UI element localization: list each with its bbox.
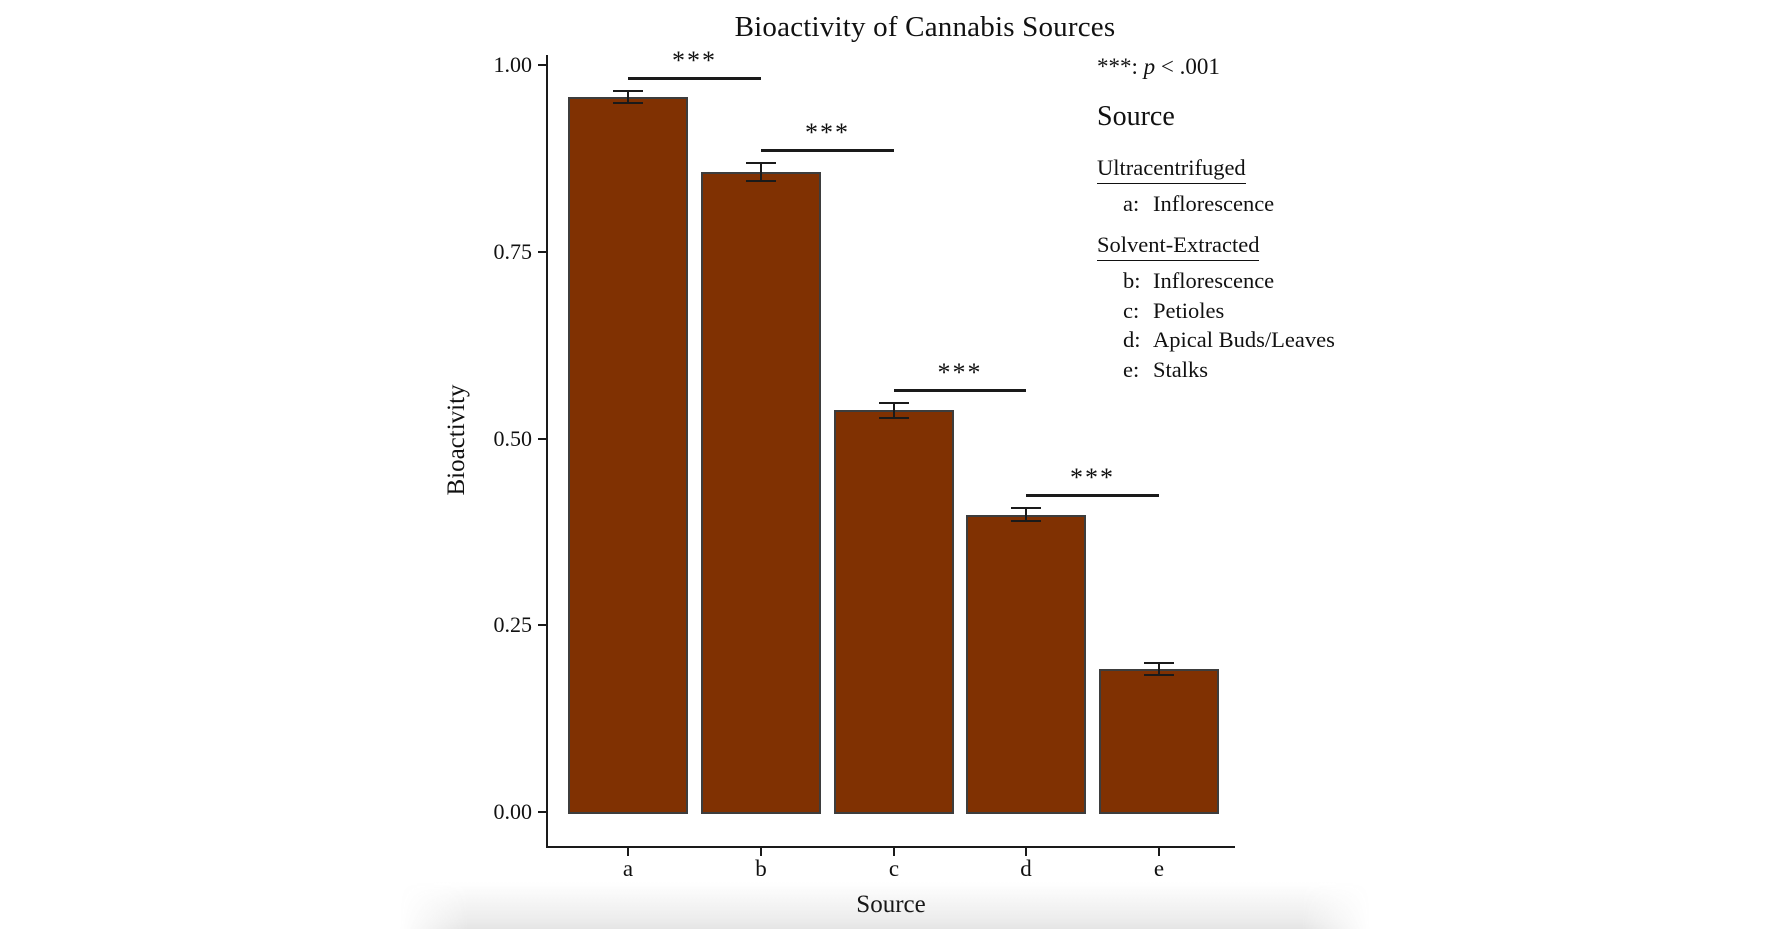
error-bar-cap-lower (1144, 673, 1174, 676)
legend-item-d-key: d: (1123, 327, 1141, 352)
legend-item-e-key: e: (1123, 357, 1140, 382)
legend-item-a-key: a: (1123, 191, 1140, 216)
note-separator: : (1131, 54, 1144, 79)
legend-item-a: a: Inflorescence (1123, 191, 1274, 217)
note-p-variable: p (1143, 54, 1156, 79)
legend-item-e-label: Stalks (1153, 357, 1209, 382)
significance-line-bc (761, 148, 894, 152)
x-axis-tick-label-a: a (622, 856, 634, 881)
x-axis-tick-label-c: c (888, 856, 900, 881)
error-bar-cap-upper (1144, 661, 1174, 664)
y-axis-tick-label: 0.00 (493, 799, 533, 824)
x-axis-tick (893, 848, 895, 856)
significance-line-cd (894, 388, 1026, 392)
error-bar-e (1158, 662, 1160, 675)
error-bar-cap-upper (1011, 506, 1041, 509)
legend-item-b-key: b: (1123, 268, 1141, 293)
legend-group-header-ultracentrifuged: Ultracentrifuged (1097, 155, 1246, 184)
error-bar-cap-upper (746, 161, 776, 164)
error-bar-c (893, 402, 895, 418)
y-axis-tick-label: 1.00 (493, 52, 533, 77)
bottom-gradient-overlay (400, 882, 1370, 929)
legend-item-c-label: Petioles (1153, 298, 1225, 323)
legend-item-e: e: Stalks (1123, 357, 1208, 383)
y-axis-tick (538, 64, 546, 66)
legend-item-d: d: Apical Buds/Leaves (1123, 327, 1335, 353)
error-bar-cap-lower (613, 102, 643, 105)
bar-d (966, 514, 1086, 814)
x-axis-tick-label-d: d (1020, 856, 1032, 881)
legend-title: Source (1097, 101, 1175, 132)
x-axis-line (546, 846, 1235, 848)
legend-item-d-label: Apical Buds/Leaves (1153, 327, 1335, 352)
note-stars: *** (1097, 54, 1132, 79)
error-bar-b (760, 162, 762, 181)
legend-item-c-key: c: (1123, 298, 1140, 323)
x-axis-tick-label-e: e (1153, 856, 1165, 881)
error-bar-cap-upper (613, 90, 643, 93)
x-axis-title: Source (856, 891, 925, 919)
legend-item-b: b: Inflorescence (1123, 268, 1274, 294)
y-axis-tick (538, 811, 546, 813)
y-axis-tick-label: 0.50 (493, 425, 533, 451)
bar-a (568, 97, 688, 814)
x-axis-tick (760, 848, 762, 856)
y-axis-tick-label: 0.75 (493, 238, 533, 264)
legend-item-a-label: Inflorescence (1153, 191, 1275, 216)
error-bar-cap-lower (1011, 520, 1041, 523)
significance-stars-cd: *** (937, 357, 983, 387)
error-bar-cap-upper (879, 401, 909, 404)
significance-line-de (1026, 493, 1159, 497)
y-axis-line (546, 55, 548, 848)
x-axis-tick (1025, 848, 1027, 856)
legend-item-b-label: Inflorescence (1153, 268, 1275, 293)
y-axis-tick (538, 624, 546, 627)
legend-group-header-solvent-extracted: Solvent-Extracted (1097, 232, 1260, 261)
y-axis-tick-label: 0.25 (493, 612, 533, 638)
significance-stars-de: *** (1070, 462, 1115, 492)
significance-note: ***: p < .001 (1097, 54, 1220, 80)
error-bar-d (1025, 507, 1027, 522)
bar-b (701, 171, 821, 814)
error-bar-cap-lower (746, 179, 776, 182)
legend-item-c: c: Petioles (1123, 298, 1224, 324)
legend: Source Ultracentrifuged a: Inflorescence … (1097, 0, 1457, 929)
significance-stars-bc: *** (805, 117, 850, 147)
x-axis-tick (1158, 848, 1160, 856)
y-axis-tick (538, 437, 546, 440)
bar-c (834, 410, 954, 814)
x-axis-tick (627, 848, 629, 856)
note-threshold: < .001 (1155, 54, 1220, 79)
significance-line-ab (628, 77, 761, 81)
chart-title: Bioactivity of Cannabis Sources (734, 11, 1116, 43)
x-axis-tick-label-b: b (755, 856, 767, 881)
significance-stars-ab: *** (672, 46, 717, 76)
y-axis-tick (538, 250, 546, 253)
error-bar-a (627, 91, 629, 104)
error-bar-cap-lower (879, 416, 909, 419)
